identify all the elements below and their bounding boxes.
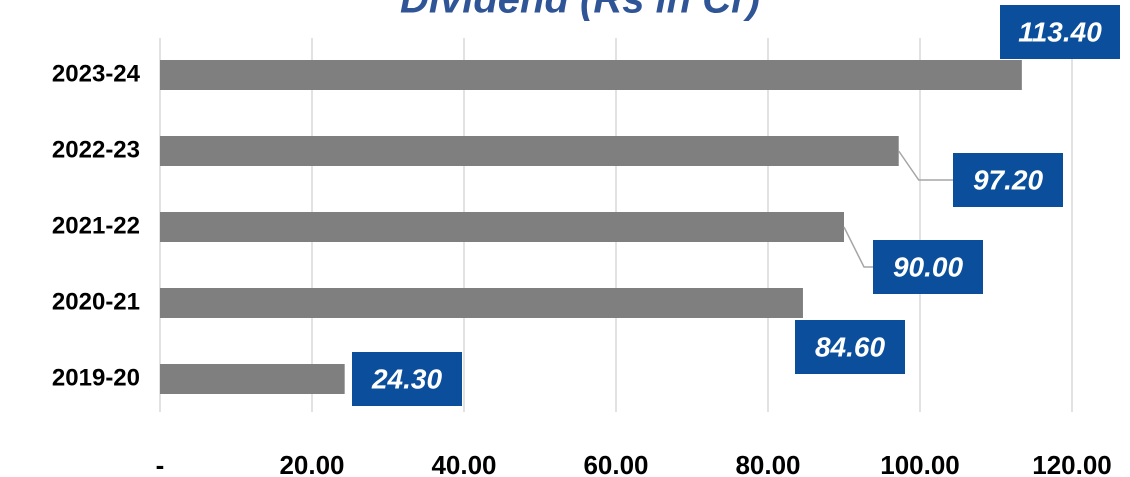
data-label: 24.30 — [371, 363, 442, 394]
label-box — [953, 153, 1063, 207]
label-box — [352, 352, 462, 406]
x-tick-label: 60.00 — [583, 450, 648, 477]
data-label: 84.60 — [815, 331, 885, 362]
x-tick-label: 80.00 — [735, 450, 800, 477]
data-label: 97.20 — [973, 164, 1043, 195]
y-tick-label: 2019-20 — [52, 364, 140, 391]
leader-line — [898, 150, 953, 181]
label-box — [873, 240, 983, 294]
x-tick-label: 20.00 — [279, 450, 344, 477]
bar — [160, 136, 899, 166]
x-tick-label: 40.00 — [431, 450, 496, 477]
bar — [160, 212, 844, 242]
y-tick-label: 2021-22 — [52, 212, 140, 239]
bar — [160, 288, 803, 318]
x-tick-label: - — [156, 450, 165, 477]
y-tick-label: 2023-24 — [52, 60, 141, 87]
x-tick-label: 120.00 — [1032, 450, 1112, 477]
data-label: 113.40 — [1018, 16, 1102, 47]
bar — [160, 60, 1022, 90]
x-tick-label: 100.00 — [880, 450, 960, 477]
y-tick-label: 2022-23 — [52, 136, 140, 163]
label-box — [795, 320, 905, 374]
leader-line — [843, 226, 873, 268]
bar — [160, 364, 345, 394]
label-box — [1000, 5, 1120, 59]
y-tick-label: 2020-21 — [52, 288, 140, 315]
data-label: 90.00 — [893, 251, 963, 282]
chart-title: Dividend (Rs in Cr) — [400, 0, 760, 22]
